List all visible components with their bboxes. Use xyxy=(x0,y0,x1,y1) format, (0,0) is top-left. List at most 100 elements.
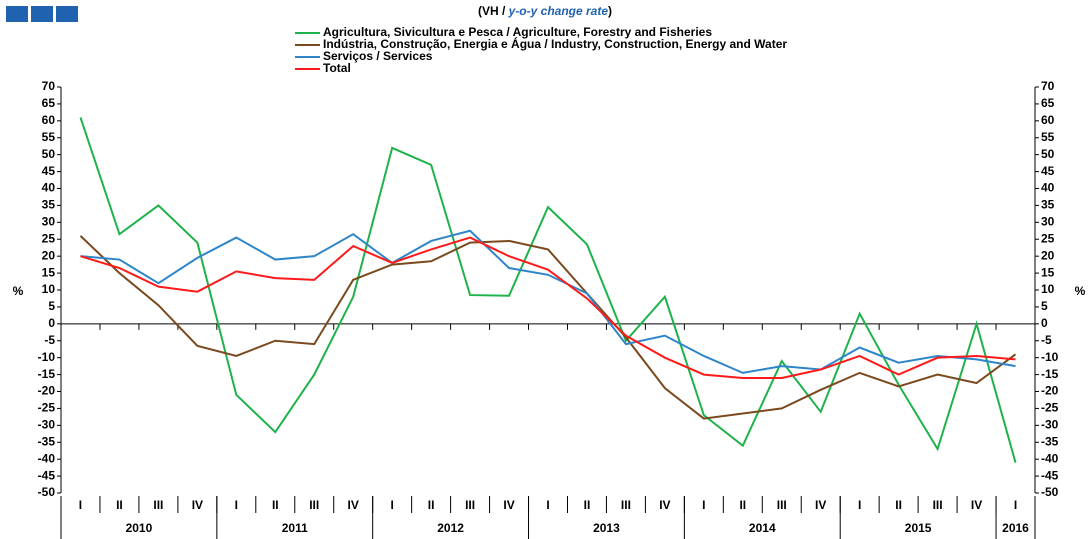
x-tick-label: I xyxy=(79,498,82,512)
y2-tick-label: 0 xyxy=(1041,316,1048,330)
legend-label: Serviços / Services xyxy=(323,49,433,63)
y2-tick-label: -30 xyxy=(1041,418,1059,432)
y-tick-label: -45 xyxy=(38,468,56,482)
y-tick-label: -35 xyxy=(38,434,56,448)
y-tick-label: -25 xyxy=(38,401,56,415)
subtitle-part: ) xyxy=(608,4,612,18)
series-line xyxy=(79,117,1017,463)
x-tick-label: II xyxy=(272,498,279,512)
y-tick-label: 55 xyxy=(42,130,56,144)
y2-tick-label: -10 xyxy=(1041,350,1059,364)
y-tick-label: -20 xyxy=(38,384,56,398)
y2-tick-label: 10 xyxy=(1041,282,1055,296)
y-axis-label: % xyxy=(13,284,24,298)
y2-tick-label: -5 xyxy=(1041,333,1052,347)
y2-tick-label: 15 xyxy=(1041,265,1055,279)
y-tick-label: 0 xyxy=(48,316,55,330)
y2-tick-label: 70 xyxy=(1041,79,1055,93)
y-tick-label: 60 xyxy=(42,113,56,127)
y2-tick-label: 60 xyxy=(1041,113,1055,127)
logo-block xyxy=(56,6,78,22)
y2-tick-label: 55 xyxy=(1041,130,1055,144)
y2-axis-label: % xyxy=(1075,284,1086,298)
x-tick-label: II xyxy=(428,498,435,512)
y-tick-label: 70 xyxy=(42,79,56,93)
year-label: 2016 xyxy=(1002,521,1029,535)
y2-tick-label: -20 xyxy=(1041,384,1059,398)
x-tick-label: III xyxy=(777,498,787,512)
y-tick-label: 40 xyxy=(42,181,56,195)
year-label: 2013 xyxy=(593,521,620,535)
x-tick-label: III xyxy=(153,498,163,512)
logo-block xyxy=(6,6,28,22)
y2-tick-label: -50 xyxy=(1041,485,1059,499)
legend-label: Agricultura, Sivicultura e Pesca / Agric… xyxy=(323,25,712,39)
legend: Agricultura, Sivicultura e Pesca / Agric… xyxy=(295,25,787,75)
y-tick-label: -50 xyxy=(38,485,56,499)
x-tick-label: II xyxy=(584,498,591,512)
y-tick-label: -10 xyxy=(38,350,56,364)
y-tick-label: 15 xyxy=(42,265,56,279)
y-tick-label: -40 xyxy=(38,451,56,465)
y2-tick-label: 40 xyxy=(1041,181,1055,195)
x-tick-label: III xyxy=(309,498,319,512)
y-tick-label: 25 xyxy=(42,231,56,245)
y-tick-label: 65 xyxy=(42,96,56,110)
y-tick-label: -30 xyxy=(38,418,56,432)
logo-block xyxy=(31,6,53,22)
y-tick-label: -15 xyxy=(38,367,56,381)
year-label: 2011 xyxy=(282,521,308,535)
y-tick-label: 45 xyxy=(42,164,56,178)
series-line xyxy=(79,235,1017,420)
x-tick-label: I xyxy=(235,498,238,512)
y2-tick-label: 50 xyxy=(1041,147,1055,161)
x-tick-label: III xyxy=(465,498,475,512)
y2-tick-label: -25 xyxy=(1041,401,1059,415)
subtitle-part: (VH / xyxy=(478,4,509,18)
x-tick-label: IV xyxy=(971,498,982,512)
x-tick-label: IV xyxy=(659,498,670,512)
y-tick-label: 20 xyxy=(42,248,56,262)
y2-tick-label: 45 xyxy=(1041,164,1055,178)
y2-tick-label: 35 xyxy=(1041,198,1055,212)
y2-tick-label: 65 xyxy=(1041,96,1055,110)
y-tick-label: 5 xyxy=(48,299,55,313)
y2-tick-label: -45 xyxy=(1041,468,1059,482)
y2-tick-label: 5 xyxy=(1041,299,1048,313)
y-tick-label: 30 xyxy=(42,215,56,229)
x-tick-label: IV xyxy=(503,498,514,512)
x-tick-label: I xyxy=(702,498,705,512)
x-tick-label: I xyxy=(858,498,861,512)
subtitle-part: y-o-y change rate xyxy=(508,4,609,18)
y-tick-label: -5 xyxy=(44,333,55,347)
y-tick-label: 10 xyxy=(42,282,56,296)
y2-tick-label: -40 xyxy=(1041,451,1059,465)
legend-label: Total xyxy=(323,61,351,75)
x-tick-label: III xyxy=(621,498,631,512)
series-line xyxy=(80,236,1016,379)
y2-tick-label: -15 xyxy=(1041,367,1059,381)
y2-tick-label: 20 xyxy=(1041,248,1055,262)
year-label: 2015 xyxy=(905,521,932,535)
x-tick-label: II xyxy=(739,498,746,512)
series-line xyxy=(80,229,1016,374)
x-tick-label: II xyxy=(116,498,123,512)
x-tick-label: III xyxy=(933,498,943,512)
x-tick-label: I xyxy=(546,498,549,512)
y-tick-label: 35 xyxy=(42,198,56,212)
x-tick-label: IV xyxy=(815,498,826,512)
year-label: 2014 xyxy=(749,521,776,535)
year-label: 2012 xyxy=(437,521,464,535)
legend-label: Indústria, Construção, Energia e Água / … xyxy=(323,36,787,51)
year-label: 2010 xyxy=(126,521,153,535)
x-tick-label: I xyxy=(390,498,393,512)
y2-tick-label: 25 xyxy=(1041,231,1055,245)
subtitle: (VH / y-o-y change rate) xyxy=(478,4,612,18)
x-tick-label: II xyxy=(895,498,902,512)
x-tick-label: IV xyxy=(192,498,203,512)
x-tick-label: I xyxy=(1014,498,1017,512)
y-tick-label: 50 xyxy=(42,147,56,161)
y2-tick-label: -35 xyxy=(1041,434,1059,448)
x-tick-label: IV xyxy=(348,498,359,512)
